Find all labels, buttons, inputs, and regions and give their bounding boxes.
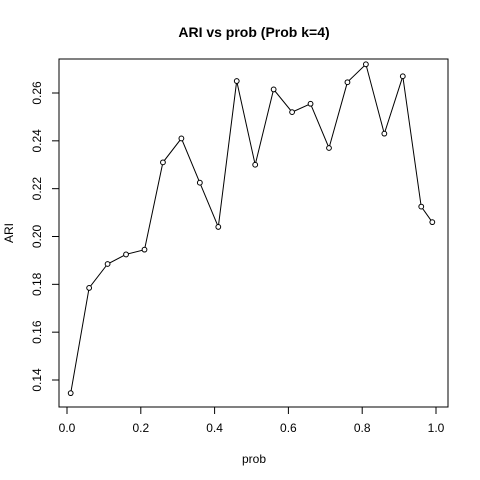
y-tick-label: 0.24	[30, 129, 44, 153]
y-tick-label: 0.26	[30, 81, 44, 105]
data-point	[141, 246, 148, 253]
x-axis: 0.0 0.2 0.4 0.6 0.8 1.0	[59, 406, 445, 435]
x-tick-label: 0.6	[280, 421, 297, 435]
data-point	[160, 159, 166, 166]
data-point	[326, 145, 332, 151]
series-line	[70, 63, 433, 394]
data-point	[270, 86, 277, 93]
data-point	[86, 285, 93, 291]
y-axis: 0.14 0.16 0.18 0.20 0.22 0.24 0.26	[30, 81, 60, 392]
x-tick-label: 0.0	[59, 421, 76, 435]
data-point	[196, 179, 203, 186]
data-point	[67, 390, 74, 397]
data-point	[289, 109, 295, 116]
y-axis-label: ARI	[2, 223, 16, 243]
x-tick-label: 0.4	[206, 421, 223, 435]
data-point	[399, 73, 406, 80]
data-point	[362, 61, 369, 68]
data-point	[307, 100, 314, 107]
y-tick-label: 0.18	[30, 272, 44, 296]
x-tick-label: 0.8	[354, 421, 371, 435]
data-point	[104, 261, 111, 267]
data-points	[67, 61, 436, 397]
data-point	[381, 130, 388, 137]
y-tick-label: 0.22	[30, 177, 44, 201]
data-point	[252, 161, 259, 168]
y-tick-label: 0.16	[30, 320, 44, 344]
data-point	[429, 219, 436, 226]
data-point	[123, 251, 129, 258]
data-point	[344, 79, 351, 86]
chart-title: ARI vs prob (Prob k=4)	[178, 24, 329, 40]
x-tick-label: 0.2	[132, 421, 149, 435]
plot-box	[58, 58, 449, 408]
data-point	[418, 203, 425, 210]
data-point	[178, 135, 185, 142]
y-tick-label: 0.20	[30, 224, 44, 248]
data-point	[233, 78, 240, 84]
x-tick-label: 1.0	[428, 421, 445, 435]
y-tick-label: 0.14	[30, 368, 44, 392]
x-axis-label: prob	[242, 452, 266, 466]
data-point	[215, 224, 222, 230]
